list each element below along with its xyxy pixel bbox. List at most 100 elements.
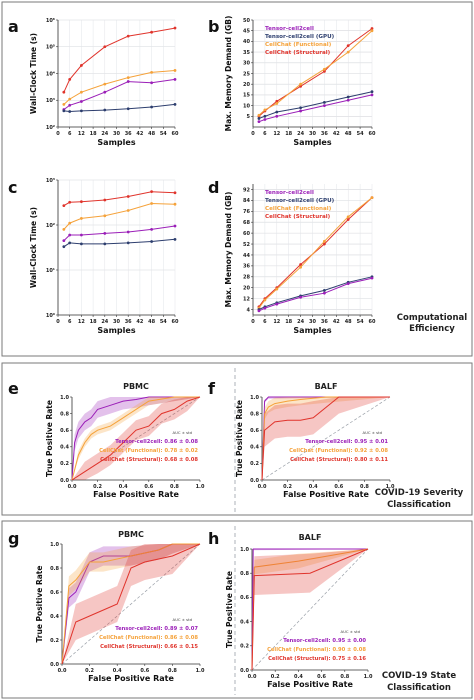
point-c-structural-5 [150, 190, 154, 194]
point-d-tc2c-1 [263, 306, 267, 310]
y-tick-label-b-9: 50 [243, 18, 250, 24]
x-tick-label-c-6: 36 [125, 319, 132, 325]
point-c-tc2c-3 [103, 232, 107, 235]
x-tick-label-d-4: 24 [297, 319, 304, 325]
point-c-tc2c-5 [150, 227, 154, 231]
auc-entry-h-0: Tensor-cell2cell: 0.95 ± 0.00 [283, 638, 366, 644]
y-tick-label-e-5: 1.0 [60, 395, 69, 401]
y-tick-label-e-1: 0.2 [60, 461, 69, 467]
point-b-functional-4 [323, 67, 326, 71]
state-caption-line1: COVID-19 State [382, 671, 456, 681]
y-tick-label-f-0: 0.0 [250, 478, 259, 484]
point-d-functional-2 [275, 287, 279, 291]
y-tick-label-b-3: 20 [243, 82, 250, 88]
point-c-functional-1 [68, 221, 72, 225]
y-tick-label-h-1: 0.2 [240, 644, 249, 650]
point-d-functional-3 [299, 265, 302, 269]
point-c-tc2c_gpu-3 [103, 242, 107, 246]
panel-label-e: e [8, 379, 19, 398]
point-d-tc2c-6 [370, 276, 374, 280]
point-a-structural-0 [62, 90, 66, 94]
x-tick-label-f-2: 0.4 [309, 484, 318, 490]
y-tick-label-d-8: 68 [243, 220, 250, 226]
x-axis-label-f: False Positive Rate [283, 490, 369, 499]
point-b-tc2c_gpu-6 [370, 90, 374, 94]
x-tick-label-h-1: 0.2 [271, 674, 280, 680]
severity-caption-line2: Classification [387, 500, 451, 510]
x-axis-label-b: Samples [293, 138, 331, 147]
band-h-functional [252, 549, 368, 670]
x-tick-label-e-2: 0.4 [119, 484, 128, 490]
panel-d: d 0 6 12 18 24 30 36 42 48 54 60 4 12 20 28 36 44 52 60 68 76… [208, 178, 376, 335]
x-tick-label-c-10: 60 [172, 319, 179, 325]
x-tick-label-a-10: 60 [172, 131, 179, 137]
chance-line-g [61, 543, 201, 665]
point-c-tc2c_gpu-4 [126, 241, 130, 245]
y-tick-label-f-4: 0.8 [250, 411, 259, 417]
severity-caption-line1: COVID-19 Severity [375, 488, 464, 498]
x-axis-label-g: False Positive Rate [88, 674, 174, 683]
x-tick-label-c-3: 18 [90, 319, 97, 325]
y-axis-label-h: True Positive Rate [225, 571, 234, 648]
auc-entry-f-1: CellChat (Functional): 0.92 ± 0.08 [289, 448, 388, 454]
point-d-tc2c-4 [323, 291, 326, 295]
point-c-structural-0 [62, 204, 66, 207]
series-line-e-tc2c [71, 396, 200, 481]
auc-header-e: AUC ± std [173, 430, 193, 435]
y-axis-label-e: True Positive Rate [45, 400, 54, 477]
point-a-tc2c-4 [126, 80, 130, 83]
y-tick-label-e-4: 0.8 [60, 411, 69, 417]
x-tick-label-g-4: 0.8 [168, 668, 177, 674]
panel-f: f BALF 0.0 0.2 0.4 0.6 0.8 1.0 0.0 0.2 0.4 0.6 0.8 1.… [208, 379, 395, 499]
point-c-functional-6 [173, 202, 177, 206]
series-line-a-structural [63, 27, 176, 93]
point-a-functional-5 [150, 70, 154, 74]
point-d-tc2c_gpu-4 [323, 289, 326, 292]
series-line-c-functional [63, 202, 176, 230]
point-a-structural-6 [173, 26, 177, 30]
point-c-tc2c_gpu-0 [62, 245, 66, 249]
x-tick-label-d-8: 48 [345, 319, 352, 325]
x-tick-label-c-9: 54 [160, 319, 167, 325]
x-tick-label-f-4: 0.8 [360, 484, 369, 490]
auc-header-g: AUC ± std [173, 617, 193, 622]
point-a-tc2c_gpu-3 [103, 108, 107, 112]
x-tick-label-e-1: 0.2 [93, 484, 102, 490]
point-a-tc2c-2 [80, 100, 83, 103]
point-c-tc2c_gpu-5 [150, 240, 154, 243]
point-a-functional-2 [80, 90, 83, 94]
auc-entry-f-0: Tensor-cell2cell: 0.95 ± 0.01 [305, 439, 388, 445]
point-d-tc2c-5 [346, 282, 350, 286]
point-c-tc2c_gpu-6 [173, 237, 177, 241]
y-axis-label-g: True Positive Rate [35, 566, 44, 643]
efficiency-caption-line2: Efficiency [409, 324, 455, 334]
point-c-tc2c-6 [173, 224, 177, 228]
y-tick-label-h-2: 0.4 [240, 619, 249, 625]
point-b-structural-3 [299, 84, 302, 88]
point-b-tc2c-1 [263, 118, 267, 121]
point-a-structural-3 [103, 45, 107, 49]
x-tick-label-g-3: 0.6 [140, 668, 149, 674]
point-b-tc2c_gpu-3 [299, 106, 302, 110]
x-tick-label-f-3: 0.6 [334, 484, 343, 490]
point-d-functional-1 [263, 298, 267, 302]
point-b-tc2c-5 [346, 98, 350, 102]
y-tick-label-d-11: 92 [243, 187, 250, 193]
auc-header-h: AUC ± std [341, 629, 361, 634]
band-e-functional [72, 397, 200, 480]
point-b-functional-2 [275, 102, 279, 105]
y-tick-label-g-5: 1.0 [50, 542, 59, 548]
x-tick-label-a-9: 54 [160, 131, 167, 137]
series-line-a-functional [63, 70, 176, 105]
x-axis-label-h: False Positive Rate [267, 680, 353, 689]
x-tick-label-c-4: 24 [101, 319, 108, 325]
point-c-structural-2 [80, 200, 83, 204]
panel-a: a 0 6 12 18 24 30 36 42 48 54 60 10² 10³ 10⁴ 10⁵ 10⁶ Samp… [8, 17, 179, 147]
chance-line-h [251, 548, 369, 671]
panel-label-b: b [208, 17, 219, 36]
panel-c: c 0 6 12 18 24 30 36 42 48 54 60 10⁰ 10¹ 10² 10³ Samples… [8, 178, 179, 335]
auc-entry-e-1: CellChat (Functional): 0.78 ± 0.02 [99, 448, 198, 454]
y-tick-label-f-3: 0.6 [250, 428, 259, 434]
point-b-functional-5 [346, 50, 350, 54]
x-tick-label-c-0: 0 [56, 319, 60, 325]
